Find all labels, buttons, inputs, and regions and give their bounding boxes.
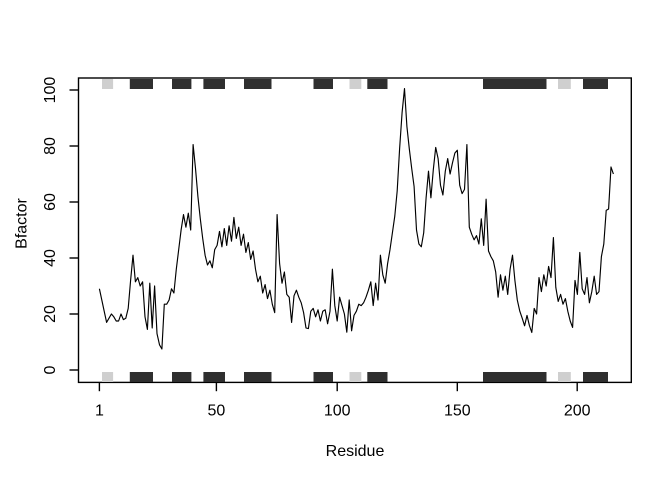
svg-text:200: 200	[564, 403, 591, 420]
svg-text:40: 40	[42, 249, 59, 267]
svg-text:1: 1	[95, 403, 104, 420]
svg-text:50: 50	[208, 403, 226, 420]
svg-text:20: 20	[42, 305, 59, 323]
svg-text:Bfactor: Bfactor	[14, 197, 31, 248]
svg-text:60: 60	[42, 193, 59, 211]
svg-text:100: 100	[324, 403, 351, 420]
svg-text:100: 100	[42, 77, 59, 104]
svg-text:80: 80	[42, 137, 59, 155]
svg-text:Residue: Residue	[326, 443, 385, 460]
svg-text:150: 150	[444, 403, 471, 420]
svg-text:0: 0	[42, 365, 59, 374]
